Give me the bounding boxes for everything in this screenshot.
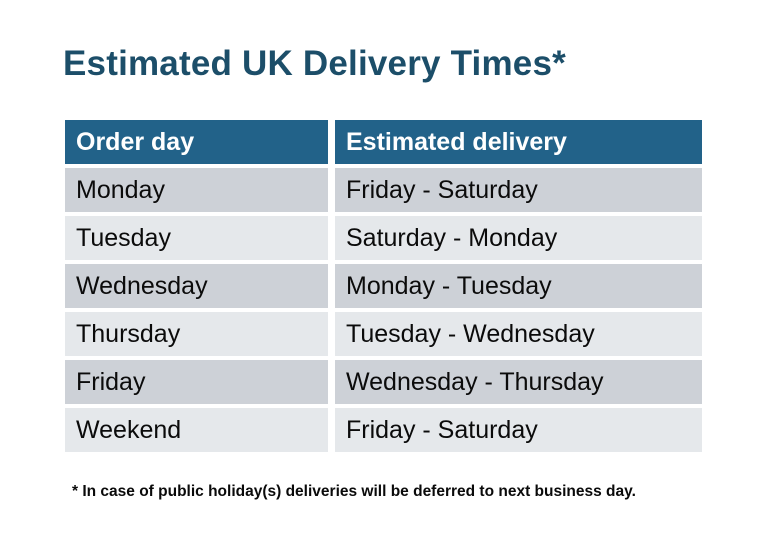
estimated-delivery-cell: Friday - Saturday (335, 408, 702, 452)
table-row: Weekend Friday - Saturday (65, 408, 702, 452)
order-day-cell: Weekend (65, 408, 328, 452)
table-row: Friday Wednesday - Thursday (65, 360, 702, 404)
estimated-delivery-cell: Wednesday - Thursday (335, 360, 702, 404)
footnote: * In case of public holiday(s) deliverie… (72, 483, 636, 500)
order-day-cell: Thursday (65, 312, 328, 356)
order-day-cell: Friday (65, 360, 328, 404)
column-header-estimated-delivery: Estimated delivery (335, 120, 702, 164)
page-title: Estimated UK Delivery Times* (63, 44, 566, 83)
table-body: Monday Friday - Saturday Tuesday Saturda… (65, 168, 702, 452)
order-day-cell: Wednesday (65, 264, 328, 308)
estimated-delivery-cell: Saturday - Monday (335, 216, 702, 260)
order-day-cell: Monday (65, 168, 328, 212)
estimated-delivery-cell: Friday - Saturday (335, 168, 702, 212)
delivery-times-table: Order day Estimated delivery Monday Frid… (65, 120, 702, 452)
table-header-row: Order day Estimated delivery (65, 120, 702, 164)
estimated-delivery-cell: Tuesday - Wednesday (335, 312, 702, 356)
order-day-cell: Tuesday (65, 216, 328, 260)
table-row: Thursday Tuesday - Wednesday (65, 312, 702, 356)
table-row: Wednesday Monday - Tuesday (65, 264, 702, 308)
table-row: Tuesday Saturday - Monday (65, 216, 702, 260)
column-header-order-day: Order day (65, 120, 328, 164)
estimated-delivery-cell: Monday - Tuesday (335, 264, 702, 308)
table-row: Monday Friday - Saturday (65, 168, 702, 212)
